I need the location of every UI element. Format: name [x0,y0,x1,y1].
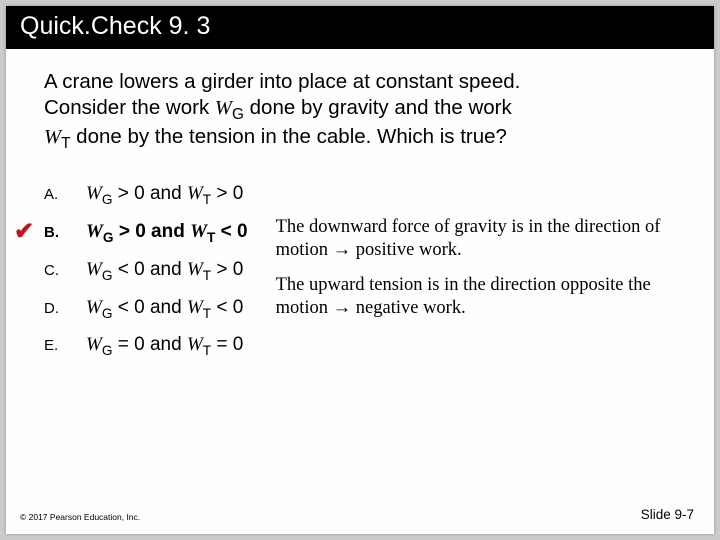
option-e: E. WG = 0 and WT = 0 [44,334,248,358]
option-text: WG > 0 and WT < 0 [86,221,248,245]
option-d: D. WG < 0 and WT < 0 [44,297,248,321]
checkmark-icon: ✔ [14,217,34,246]
option-letter: C. [44,262,86,279]
wg-symbol: W [215,97,232,119]
question-text: A crane lowers a girder into place at co… [44,69,676,153]
option-letter: E. [44,337,86,354]
option-letter: D. [44,300,86,317]
option-a: A. WG > 0 and WT > 0 [44,183,248,207]
slide-title: Quick.Check 9. 3 [20,12,210,40]
option-c: C. WG < 0 and WT > 0 [44,259,248,283]
option-text: WG < 0 and WT > 0 [86,259,243,283]
option-b: ✔ B. WG > 0 and WT < 0 [44,221,248,245]
q-line3b: done by the tension in the cable. Which … [70,125,506,148]
title-bar: Quick.Check 9. 3 [6,6,714,49]
content-area: A crane lowers a girder into place at co… [6,49,714,372]
option-letter: B. [44,224,86,241]
explanation-column: The downward force of gravity is in the … [276,183,676,372]
slide-number: Slide 9-7 [641,507,694,522]
copyright-text: © 2017 Pearson Education, Inc. [20,512,140,522]
option-letter: A. [44,186,86,203]
option-text: WG = 0 and WT = 0 [86,334,243,358]
wt-symbol: W [44,126,61,148]
wg-sub: G [232,106,244,123]
explanation-1: The downward force of gravity is in the … [276,216,676,261]
option-text: WG > 0 and WT > 0 [86,183,243,207]
options-area: A. WG > 0 and WT > 0 ✔ B. WG > 0 and WT … [44,183,676,372]
q-line1: A crane lowers a girder into place at co… [44,70,520,93]
explanation-2: The upward tension is in the direction o… [276,274,676,319]
q-line2a: Consider the work [44,96,215,119]
options-column: A. WG > 0 and WT > 0 ✔ B. WG > 0 and WT … [44,183,248,372]
option-text: WG < 0 and WT < 0 [86,297,243,321]
slide: Quick.Check 9. 3 A crane lowers a girder… [6,6,714,534]
q-line2b: done by gravity and the work [244,96,512,119]
